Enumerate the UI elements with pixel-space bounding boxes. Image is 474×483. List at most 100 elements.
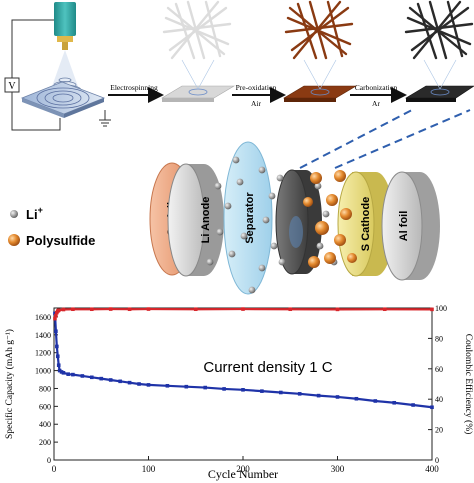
capacity-point [222, 387, 226, 391]
polysulfide-particle [326, 194, 338, 206]
collector-plate [20, 81, 106, 115]
fiber-strand [412, 0, 462, 60]
y-left-tick-label: 200 [39, 438, 51, 447]
interlayer [275, 169, 322, 275]
li-ion [314, 182, 322, 190]
series-coulombic-efficiency [53, 307, 434, 321]
al-foil-layer: Al foil [381, 171, 440, 281]
capacity-point [80, 374, 85, 378]
li-ion [268, 192, 276, 200]
efficiency-point [430, 307, 434, 312]
step-carbonization-atmosphere: Ar [372, 99, 380, 108]
fiber-network-carbonized [404, 0, 474, 60]
capacity-point [165, 383, 170, 388]
fiber-network-oxidized [284, 0, 354, 60]
voltage-label: V [8, 81, 16, 92]
fiber-strand [406, 16, 472, 46]
li-ion [236, 178, 244, 186]
capacity-point [137, 382, 141, 386]
efficiency-point [146, 307, 151, 311]
capacity-point [335, 395, 340, 399]
capacity-point [297, 392, 302, 396]
capacity-point [56, 363, 61, 368]
fiber-strand [326, 0, 344, 58]
syringe-tip [57, 36, 73, 42]
y-left-tick-label: 1600 [35, 313, 51, 322]
x-axis-label: Cycle Number [208, 467, 278, 481]
efficiency-point [382, 307, 387, 312]
polysulfide-particle [347, 253, 357, 263]
syringe-barrel [54, 2, 76, 36]
capacity-point [354, 396, 359, 401]
x-axis-ticks: 0 100 200 300 400 [52, 456, 439, 474]
y-right-tick-label: 0 [435, 456, 439, 465]
legend: Li+ Polysulfide [8, 205, 95, 248]
li-ion [248, 286, 256, 294]
collector-edge [22, 98, 64, 118]
efficiency-point [193, 307, 198, 312]
li-ion [262, 216, 270, 224]
needle [62, 42, 68, 50]
capacity-point [71, 372, 75, 377]
separator-layer: Separator [223, 141, 273, 295]
plot-frame [53, 307, 433, 461]
li-anode-layer: Li Anode [167, 163, 224, 277]
legend-li-ion-sup: + [38, 205, 43, 215]
li-ion [278, 258, 286, 266]
efficiency-point [53, 316, 57, 321]
polysulfide-particle [334, 234, 346, 246]
s-cathode-label: S Cathode [360, 197, 372, 251]
y-right-tick-label: 100 [435, 304, 447, 313]
li-ion [228, 250, 236, 258]
capacity-point [260, 389, 264, 393]
li-ions [206, 156, 338, 294]
y-left-tick-label: 1200 [35, 349, 51, 358]
y-axis-left-label: Specific Capacity (mAh g⁻¹) [4, 329, 15, 439]
capacity-point [99, 376, 104, 381]
mat-oxidized [282, 59, 358, 102]
svg-text:Li+: Li+ [26, 205, 43, 222]
y-left-tick-label: 600 [39, 402, 51, 411]
capacity-point [241, 388, 245, 392]
y-right-tick-label: 40 [435, 395, 443, 404]
polysulfide-particle [308, 256, 320, 268]
mat-carbonized [404, 59, 474, 102]
voltage-source [4, 77, 20, 93]
polysulfide-particle [310, 172, 322, 184]
li-ion [322, 210, 330, 218]
y-left-tick-label: 1400 [35, 331, 51, 340]
efficiency-point [71, 307, 75, 312]
x-tick-label: 0 [52, 464, 57, 474]
polysulfide-particles [303, 170, 357, 268]
polysulfide-particle [340, 208, 352, 220]
li-ion [316, 242, 324, 250]
fiber-network-pristine [162, 0, 232, 60]
polysulfide-particle [324, 252, 336, 264]
li-ion [214, 182, 222, 190]
step-preoxidation-label: Pre-oxidation [236, 83, 277, 92]
capacity-point [108, 378, 113, 382]
al-foil-label: Al foil [398, 211, 410, 242]
fiber-strand [164, 16, 230, 46]
capacity-point [90, 375, 94, 380]
electrospinning-setup: V [4, 2, 111, 131]
li-ion [240, 232, 248, 240]
capacity-point [373, 399, 378, 403]
deposited-fibers [36, 87, 90, 109]
ground-symbol [99, 110, 111, 127]
y-left-tick-label: 800 [39, 384, 51, 393]
process-steps: Electrospinning Pre-oxidation Air Carbon… [108, 83, 407, 108]
fiber-strand [446, 0, 464, 58]
step-carbonization-label: Carbonization [355, 83, 398, 92]
li-ion [224, 202, 232, 210]
polysulfide-particle [334, 170, 346, 182]
li-anode-label: Li Anode [200, 197, 212, 244]
capacity-point [53, 311, 57, 316]
capacity-point [61, 371, 66, 375]
capacity-point [184, 384, 189, 389]
fiber-strand [292, 0, 342, 60]
y-right-tick-label: 20 [435, 426, 443, 435]
li-ion [232, 156, 240, 164]
y-left-tick-label: 0 [47, 456, 51, 465]
